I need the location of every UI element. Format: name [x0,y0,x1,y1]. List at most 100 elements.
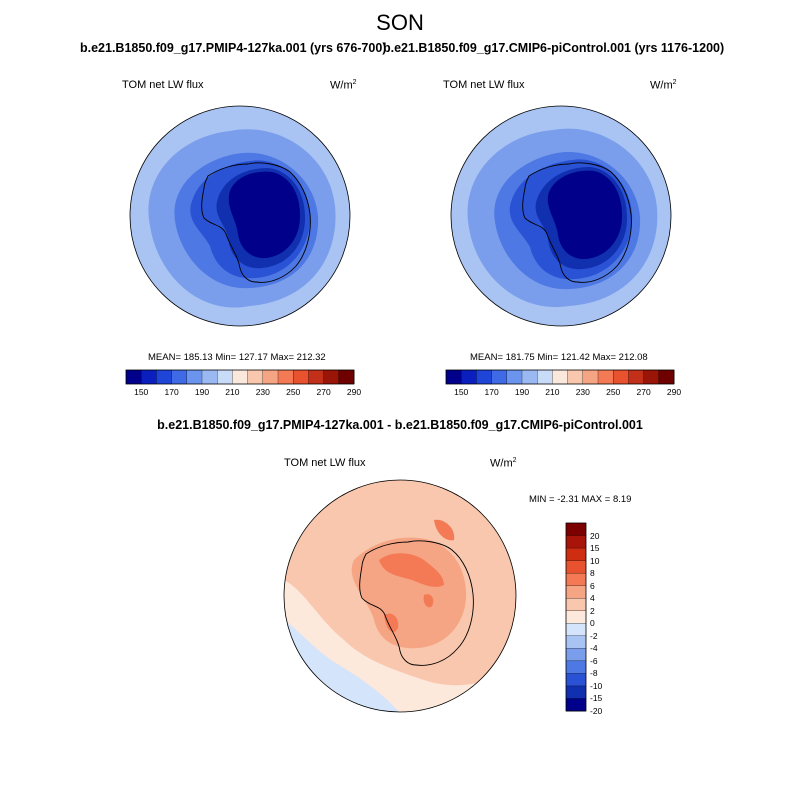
map-difference-strong-zone-4 [434,519,455,541]
colorbar-cell [565,598,587,612]
colorbar-right-ticks: 150 170 190 210 230 250 270 290 [446,387,681,399]
colorbar-cell [476,369,493,385]
panel-right-units-exponent: 2 [672,79,677,86]
colorbar-cell [565,522,587,536]
colorbar-left-tick: 250 [286,387,301,397]
colorbar-cell [565,610,587,624]
colorbar-left-tick: 290 [346,387,362,397]
colorbar-cell [521,369,538,385]
colorbar-difference-tick: -8 [590,668,598,678]
panel-right-variable-label: TOM net LW flux [443,79,525,91]
map-difference [283,479,517,713]
colorbar-right-tick: 170 [484,387,499,397]
colorbar-cell [506,369,523,385]
colorbar-left-cells [125,369,355,385]
panel-right-units-text: W/m [650,79,673,92]
colorbar-cell [658,369,675,385]
colorbar-right-tick: 250 [606,387,621,397]
map-difference-strong-zone-1 [379,553,444,587]
colorbar-cell [232,369,249,385]
colorbar-difference-tick: 10 [590,555,600,566]
colorbar-cell [323,369,340,385]
panel-left-title: b.e21.B1850.f09_g17.PMIP4-127ka.001 (yrs… [80,41,387,55]
colorbar-left-tick: 230 [255,387,270,397]
colorbar-cell [565,698,587,712]
colorbar-cell [537,369,553,385]
colorbar-cell [582,369,599,385]
colorbar-difference-tick: 4 [590,593,595,603]
colorbar-cell [156,369,173,385]
colorbar-difference-frame [565,522,587,712]
map-difference-mid-zone [351,537,467,649]
panel-left-variable-label: TOM net LW flux [122,79,204,91]
colorbar-cell [293,369,309,385]
colorbar-left-tick: 270 [316,387,331,397]
colorbar-cell [565,623,587,637]
colorbar-left-tick: 150 [134,387,149,397]
colorbar-cell [171,369,188,385]
panel-left-units: W/m2 [330,79,357,92]
colorbar-difference-tick: 15 [590,543,600,553]
difference-units-exponent: 2 [512,457,517,464]
map-difference-strong-zone-2 [384,613,399,632]
colorbar-cell [277,369,294,385]
colorbar-difference-tick: 2 [590,605,595,616]
map-left-coastline [201,162,311,283]
colorbar-cell [217,369,233,385]
colorbar-cell [628,369,645,385]
difference-title: b.e21.B1850.f09_g17.PMIP4-127ka.001 - b.… [157,418,643,432]
colorbar-right-tick: 210 [545,387,560,397]
colorbar-left-tick: 170 [164,387,179,397]
colorbar-cell [141,369,157,385]
map-left-border [129,105,351,327]
colorbar-cell [565,648,587,662]
map-difference-strong-zone-3 [423,594,434,608]
colorbar-difference-tick: 20 [590,530,600,541]
colorbar-left-ticks: 150 170 190 210 230 250 270 290 [126,387,361,399]
colorbar-cell [125,369,142,385]
panel-right-title: b.e21.B1850.f09_g17.CMIP6-piControl.001 … [383,41,725,55]
colorbar-difference-tick: -4 [590,643,598,653]
difference-units: W/m2 [490,457,517,470]
colorbar-difference-tick: 8 [590,568,595,578]
colorbar-left-tick: 190 [194,387,210,397]
colorbar-cell [338,369,355,385]
colorbar-difference-tick: -15 [590,693,603,703]
colorbar-cell [565,660,587,674]
colorbar-cell [262,369,279,385]
map-difference-coastline [359,540,474,666]
map-difference-border [283,479,517,713]
colorbar-cell [613,369,629,385]
colorbar-cell [565,635,587,649]
colorbar-cell [565,547,587,562]
colorbar-difference-tick: -2 [590,630,598,641]
colorbar-difference-tick: -20 [590,705,603,716]
map-left [129,105,351,327]
map-left-interior [228,171,301,259]
colorbar-cell [461,369,477,385]
colorbar-cell [565,673,587,687]
figure-title: SON [376,10,424,35]
colorbar-right-frame [445,369,675,385]
colorbar-cell [597,369,614,385]
colorbar-cell [565,585,587,599]
map-right [450,105,672,327]
difference-units-text: W/m [490,457,513,470]
colorbar-right-tick: 270 [636,387,651,397]
colorbar-difference-ticks: 20 15 10 8 6 4 2 0 -2 -4 -6 -8 -10 -15 -… [590,523,630,716]
colorbar-left [125,369,355,385]
colorbar-right-cells [445,369,675,385]
colorbar-right-tick: 290 [666,387,682,397]
colorbar-cell [565,535,587,549]
colorbar-right [445,369,675,385]
colorbar-difference-tick: 6 [590,580,595,591]
map-right-coastline [522,162,632,283]
colorbar-right-tick: 230 [575,387,590,397]
colorbar-cell [643,369,660,385]
colorbar-cell [491,369,508,385]
panel-right-stats: MEAN= 181.75 Min= 121.42 Max= 212.08 [470,352,648,363]
colorbar-difference-tick: 0 [590,618,595,628]
map-right-interior [547,170,623,260]
panel-left-units-text: W/m [330,79,353,92]
colorbar-right-tick: 190 [514,387,530,397]
